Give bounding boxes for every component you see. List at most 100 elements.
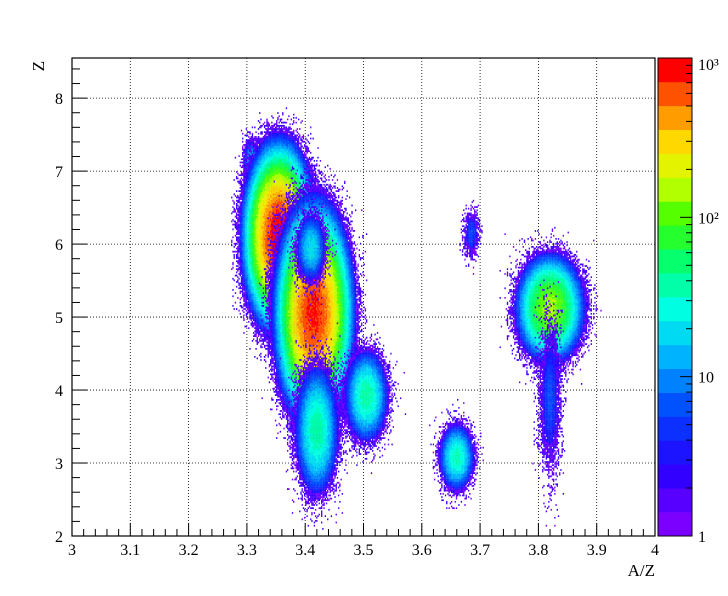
heatmap-cell <box>269 261 272 264</box>
heatmap-cell <box>261 253 263 256</box>
heatmap-cell <box>259 333 261 336</box>
heatmap-cell <box>266 233 268 236</box>
heatmap-cell <box>267 204 269 207</box>
heatmap-cell <box>255 214 257 216</box>
heatmap-cell <box>240 187 243 189</box>
heatmap-cell <box>269 250 272 253</box>
heatmap-cell <box>248 274 250 277</box>
heatmap-cell <box>263 215 266 218</box>
heatmap-cell <box>261 257 263 259</box>
heatmap-cell <box>268 234 271 237</box>
heatmap-cell <box>251 281 254 283</box>
heatmap-cell <box>265 207 267 210</box>
heatmap-cell <box>249 316 251 318</box>
heatmap-cell <box>266 166 268 169</box>
heatmap-cell <box>252 206 255 208</box>
heatmap-cell <box>254 144 256 146</box>
heatmap-cell <box>262 195 265 197</box>
heatmap-cell <box>262 198 265 200</box>
heatmap-cell <box>256 281 258 283</box>
heatmap-cell <box>248 268 250 271</box>
heatmap-cell <box>256 202 258 205</box>
heatmap-cell <box>267 155 269 157</box>
heatmap-cell <box>240 231 243 234</box>
heatmap-cell <box>262 242 265 245</box>
heatmap-cell <box>237 204 239 207</box>
heatmap-cell <box>271 131 273 134</box>
heatmap-cell <box>261 274 263 277</box>
heatmap-cell <box>248 236 250 239</box>
heatmap-cell <box>260 140 262 143</box>
heatmap-cell <box>255 330 257 333</box>
heatmap-cell <box>267 250 269 253</box>
heatmap-cell <box>233 250 235 253</box>
heatmap-cell <box>248 295 250 298</box>
heatmap-cell <box>273 236 275 239</box>
heatmap-cell <box>266 236 268 239</box>
heatmap-cell <box>245 175 248 178</box>
heatmap-cell <box>265 179 267 181</box>
heatmap-cell <box>252 290 255 293</box>
heatmap-cell <box>259 121 261 124</box>
heatmap-cell <box>240 249 243 251</box>
heatmap-cell <box>259 218 261 221</box>
heatmap-cell <box>273 144 275 146</box>
heatmap-cell <box>255 144 257 146</box>
heatmap-cell <box>272 163 274 165</box>
heatmap-cell <box>240 171 243 173</box>
heatmap-cell <box>250 156 252 159</box>
heatmap-cell <box>243 214 245 216</box>
heatmap-cell <box>246 183 249 186</box>
heatmap-cell <box>259 319 261 322</box>
heatmap-cell <box>267 156 269 159</box>
heatmap-cell <box>269 218 272 221</box>
heatmap-cell <box>265 265 267 267</box>
heatmap-cell <box>272 142 274 145</box>
heatmap-cell <box>254 312 256 315</box>
heatmap-cell <box>243 304 245 307</box>
heatmap-cell <box>262 282 265 285</box>
heatmap-cell <box>266 215 268 218</box>
heatmap-cell <box>251 236 254 239</box>
heatmap-cell <box>274 137 277 140</box>
heatmap-cell <box>263 246 266 248</box>
heatmap-cell <box>244 244 246 247</box>
heatmap-cell <box>244 150 246 153</box>
heatmap-cell <box>255 268 257 271</box>
heatmap-cell <box>237 247 239 250</box>
heatmap-cell <box>240 236 243 239</box>
heatmap-cell <box>255 301 257 304</box>
heatmap-cell <box>263 209 266 212</box>
heatmap-cell <box>248 260 250 263</box>
heatmap-cell <box>263 210 266 213</box>
heatmap-cell <box>259 225 261 228</box>
heatmap-cell <box>233 207 235 210</box>
heatmap-cell <box>262 234 265 237</box>
heatmap-cell <box>245 277 248 280</box>
heatmap-cell <box>259 199 261 202</box>
heatmap-cell <box>240 242 243 245</box>
heatmap-cell <box>239 247 241 250</box>
heatmap-cell <box>235 250 238 253</box>
heatmap-cell <box>256 317 258 320</box>
heatmap-cell <box>244 147 246 149</box>
heatmap-cell <box>261 158 263 161</box>
heatmap-cell <box>232 295 234 298</box>
heatmap-cell <box>235 268 238 271</box>
heatmap-cell <box>246 246 249 248</box>
heatmap-cell <box>263 228 266 231</box>
heatmap-cell <box>239 164 241 167</box>
heatmap-cell <box>260 183 262 186</box>
heatmap-cell <box>242 179 244 181</box>
heatmap-cell <box>244 325 246 328</box>
heatmap-cell <box>265 328 267 331</box>
heatmap-cell <box>260 182 262 185</box>
heatmap-cell <box>268 191 271 194</box>
heatmap-cell <box>273 132 275 135</box>
heatmap-cell <box>256 279 258 282</box>
heatmap-cell <box>260 346 262 349</box>
heatmap-cell <box>256 295 258 298</box>
heatmap-cell <box>269 172 272 175</box>
heatmap-cell <box>255 289 257 291</box>
heatmap-cell <box>252 244 255 247</box>
